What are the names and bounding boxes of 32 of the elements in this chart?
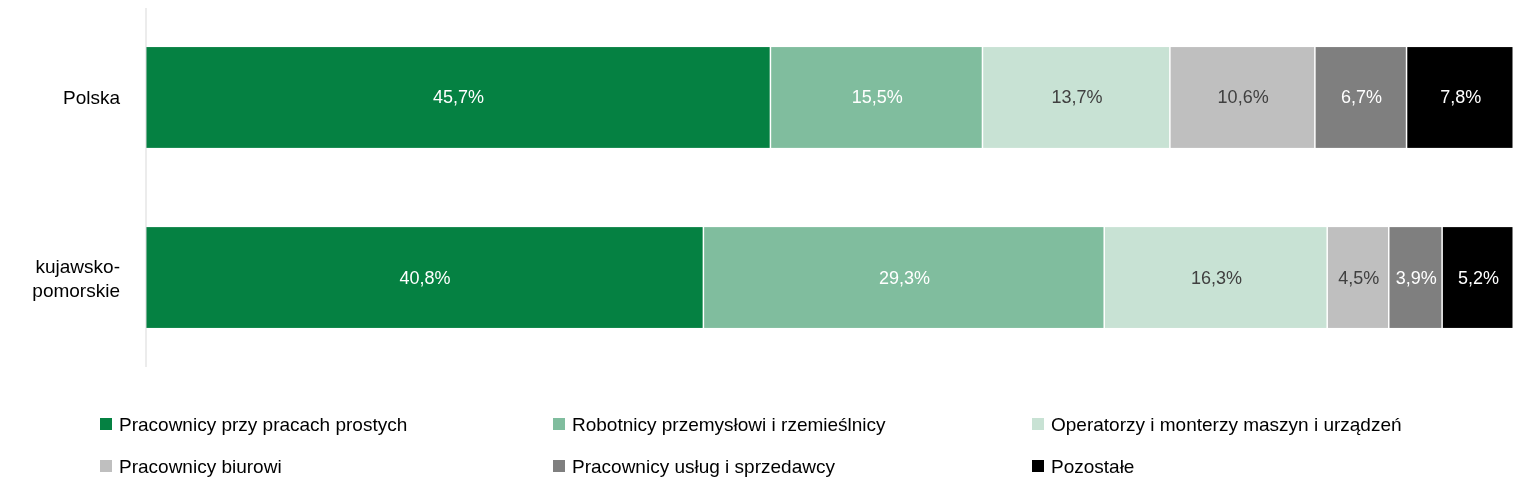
y-tick-label: Polska: [62, 86, 121, 108]
data-label: 6,7%: [1340, 87, 1382, 108]
data-label: 15,5%: [851, 87, 903, 108]
data-label: 7,8%: [1440, 87, 1482, 108]
bar: [704, 227, 1104, 328]
bar: [146, 47, 770, 148]
bar: [1389, 227, 1442, 328]
data-label: 3,9%: [1395, 267, 1437, 288]
bar: [771, 47, 982, 148]
data-label: 40,8%: [399, 267, 451, 288]
legend-label: Pracownicy usług i sprzedawcy: [572, 455, 836, 477]
bar: [1104, 227, 1327, 328]
bar: [983, 47, 1170, 148]
legend-label: Pracownicy przy pracach prostych: [119, 413, 408, 435]
data-label: 45,7%: [433, 87, 485, 108]
bar: [1407, 47, 1513, 148]
data-label: 29,3%: [879, 267, 931, 288]
legend-label: Pracownicy biurowi: [119, 455, 282, 477]
data-label: 13,7%: [1051, 87, 1103, 108]
legend-label: Robotnicy przemysłowi i rzemieślnicy: [572, 413, 887, 435]
y-tick-label: kujawsko-pomorskie: [32, 255, 120, 301]
legend-label: Pozostałe: [1051, 455, 1135, 477]
data-label: 4,5%: [1338, 267, 1380, 288]
bar: [1315, 47, 1406, 148]
bar: [1327, 227, 1389, 328]
bar: [1170, 47, 1315, 148]
data-label: 5,2%: [1457, 267, 1499, 288]
bar: [1442, 227, 1513, 328]
bar: [146, 227, 703, 328]
data-label: 16,3%: [1190, 267, 1242, 288]
legend-label: Operatorzy i monterzy maszyn i urządzeń: [1051, 413, 1402, 435]
data-label: 10,6%: [1217, 87, 1269, 108]
